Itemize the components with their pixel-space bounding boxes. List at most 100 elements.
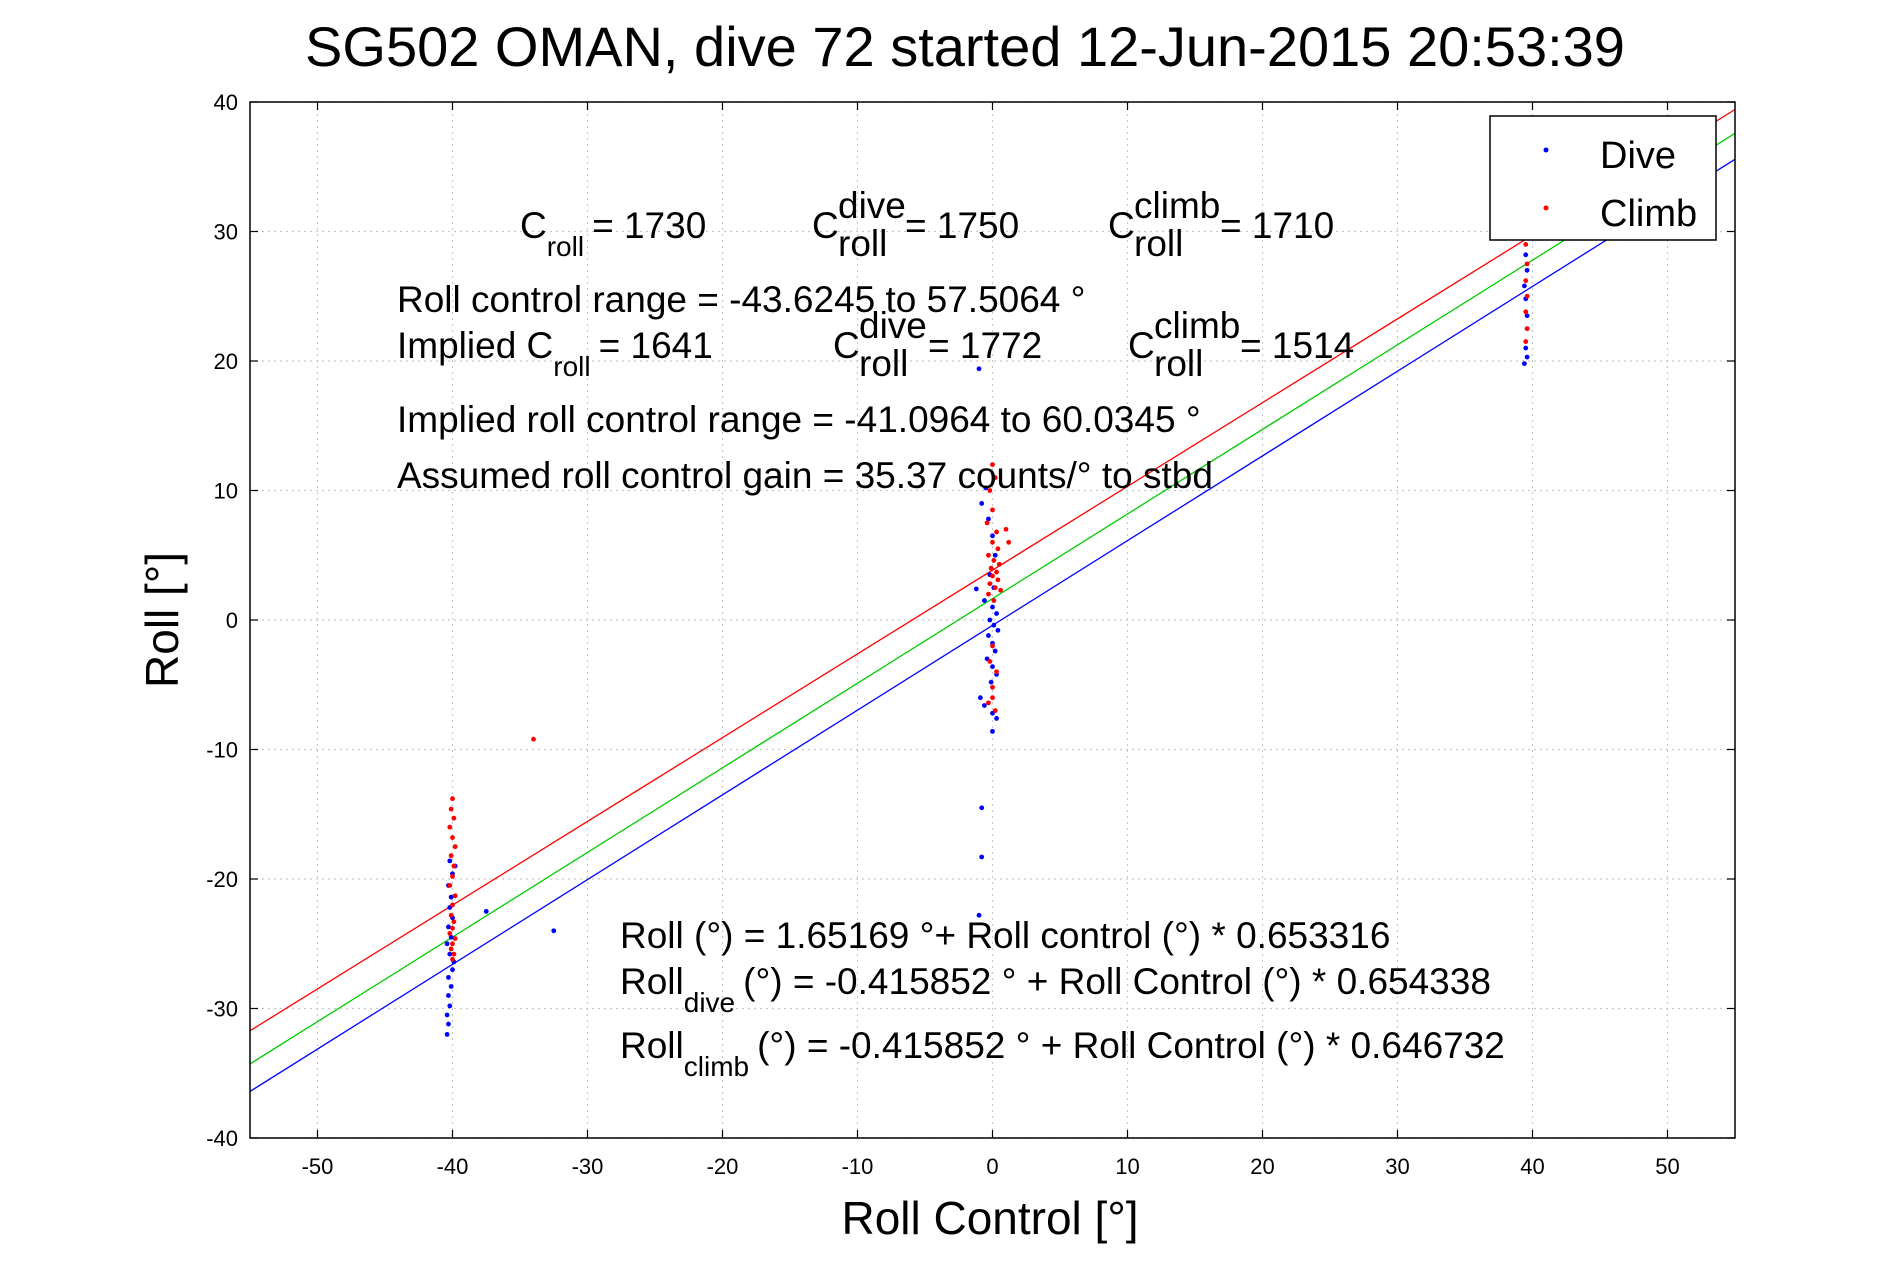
data-point-dive bbox=[448, 984, 454, 989]
data-point-climb bbox=[991, 598, 997, 603]
legend-label-dive: Dive bbox=[1600, 135, 1676, 177]
data-point-dive bbox=[990, 604, 995, 610]
data-point-climb bbox=[450, 874, 455, 879]
data-point-climb bbox=[994, 529, 999, 535]
data-point-climb bbox=[995, 577, 1001, 583]
x-tick-label: -40 bbox=[437, 1154, 469, 1179]
data-point-climb bbox=[1524, 293, 1530, 299]
data-point-dive bbox=[976, 912, 982, 918]
data-point-climb bbox=[450, 902, 455, 908]
svg-text:dive: dive bbox=[859, 305, 927, 346]
data-point-climb bbox=[447, 824, 453, 830]
data-point-climb bbox=[450, 925, 455, 931]
svg-text:C: C bbox=[1128, 325, 1155, 366]
fit-annotation-climb: Rollclimb(°) = -0.415852 ° + Roll Contro… bbox=[620, 1025, 1505, 1082]
data-point-dive bbox=[446, 924, 451, 930]
x-tick-label: -10 bbox=[842, 1154, 874, 1179]
data-point-dive bbox=[448, 894, 454, 900]
svg-text:climb: climb bbox=[1134, 185, 1220, 226]
data-point-climb bbox=[990, 462, 995, 467]
data-point-dive bbox=[995, 627, 1001, 633]
data-point-climb bbox=[994, 569, 999, 575]
data-point-climb bbox=[992, 475, 998, 480]
axis-ticks: -50 -40 -30 -20 -10 0 10 20 30 40 50 -40 -30 -20 -10 0 1… bbox=[206, 90, 1735, 1179]
data-point-climb bbox=[995, 546, 1001, 552]
data-point-dive bbox=[979, 854, 985, 860]
data-point-dive bbox=[447, 1003, 453, 1009]
data-point-climb bbox=[531, 736, 536, 742]
data-point-climb bbox=[448, 946, 454, 952]
legend-marker-dive bbox=[1543, 147, 1549, 153]
legend-box bbox=[1489, 115, 1717, 241]
y-tick-label: -40 bbox=[206, 1126, 238, 1151]
data-point-climb bbox=[452, 893, 458, 899]
data-point-dive bbox=[991, 622, 997, 628]
data-point-dive bbox=[986, 516, 991, 522]
data-point-climb bbox=[1524, 261, 1530, 267]
data-point-climb bbox=[990, 539, 995, 545]
implied-range-annotation: Implied roll control range = -41.0964 to… bbox=[397, 399, 1201, 440]
annotation-calibration: Croll= 1730 C dive roll = 1750 C climb r… bbox=[397, 185, 1354, 496]
data-point-climb bbox=[990, 684, 995, 690]
x-axis-label: Roll Control [°] bbox=[841, 1192, 1138, 1244]
svg-text:roll: roll bbox=[1154, 343, 1203, 384]
legend-label-climb: Climb bbox=[1600, 193, 1697, 235]
data-point-climb bbox=[1524, 326, 1530, 332]
x-tick-label: -30 bbox=[572, 1154, 604, 1179]
data-point-climb bbox=[994, 669, 999, 675]
data-point-climb bbox=[1523, 339, 1529, 344]
data-point-climb bbox=[996, 561, 1002, 567]
data-point-dive bbox=[992, 552, 998, 558]
svg-text:= 1514: = 1514 bbox=[1240, 325, 1354, 366]
data-point-dive bbox=[990, 728, 995, 734]
data-point-climb bbox=[998, 587, 1003, 593]
data-point-dive bbox=[447, 951, 453, 957]
implied-c-roll-annotation: Implied Croll= 1641 bbox=[397, 325, 713, 382]
y-tick-label: 20 bbox=[214, 349, 238, 374]
y-tick-label: -10 bbox=[206, 738, 238, 763]
data-point-climb bbox=[450, 796, 455, 802]
data-point-dive bbox=[1523, 252, 1529, 258]
data-point-dive bbox=[988, 679, 994, 685]
data-point-climb bbox=[451, 815, 457, 821]
data-point-dive bbox=[977, 695, 983, 701]
data-point-dive bbox=[994, 716, 999, 721]
fit-annotation-dive: Rolldive(°) = -0.415852 ° + Roll Control… bbox=[620, 961, 1491, 1018]
data-point-dive bbox=[447, 858, 453, 864]
data-point-climb bbox=[990, 507, 995, 513]
roll-control-range-annotation: Roll control range = -43.6245 to 57.5064… bbox=[397, 279, 1085, 320]
fit-annotation-all: Roll (°) = 1.65169 °+ Roll control (°) *… bbox=[620, 915, 1390, 956]
data-point-dive bbox=[1522, 361, 1527, 366]
data-point-dive bbox=[990, 533, 995, 539]
data-point-climb bbox=[1003, 526, 1009, 532]
data-points bbox=[444, 196, 1530, 1037]
y-tick-label: 40 bbox=[214, 90, 238, 115]
data-point-climb bbox=[448, 853, 454, 859]
x-tick-label: 20 bbox=[1250, 1154, 1274, 1179]
data-point-climb bbox=[447, 930, 453, 936]
data-point-climb bbox=[1006, 539, 1012, 545]
c-roll-dive-annotation: C dive roll = 1750 bbox=[812, 185, 1019, 264]
x-tick-label: 30 bbox=[1385, 1154, 1409, 1179]
y-tick-label: 0 bbox=[226, 608, 238, 633]
y-tick-label: 30 bbox=[214, 220, 238, 245]
c-roll-climb-annotation: C climb roll = 1710 bbox=[1108, 185, 1334, 264]
data-point-climb bbox=[448, 806, 454, 812]
svg-text:= 1772: = 1772 bbox=[928, 325, 1042, 366]
svg-text:roll: roll bbox=[838, 223, 887, 264]
data-point-dive bbox=[448, 934, 454, 940]
c-roll-annotation: Croll= 1730 bbox=[520, 205, 706, 262]
data-point-climb bbox=[451, 863, 457, 869]
data-point-climb bbox=[1523, 242, 1529, 247]
svg-text:climb: climb bbox=[1154, 305, 1240, 346]
data-point-dive bbox=[983, 485, 989, 491]
data-point-climb bbox=[447, 883, 453, 888]
data-point-dive bbox=[976, 366, 982, 372]
y-tick-label: -20 bbox=[206, 867, 238, 892]
data-point-dive bbox=[1524, 354, 1530, 360]
data-point-dive bbox=[551, 928, 557, 934]
svg-text:C: C bbox=[1108, 205, 1135, 246]
data-point-dive bbox=[986, 633, 991, 638]
x-tick-label: 50 bbox=[1655, 1154, 1679, 1179]
